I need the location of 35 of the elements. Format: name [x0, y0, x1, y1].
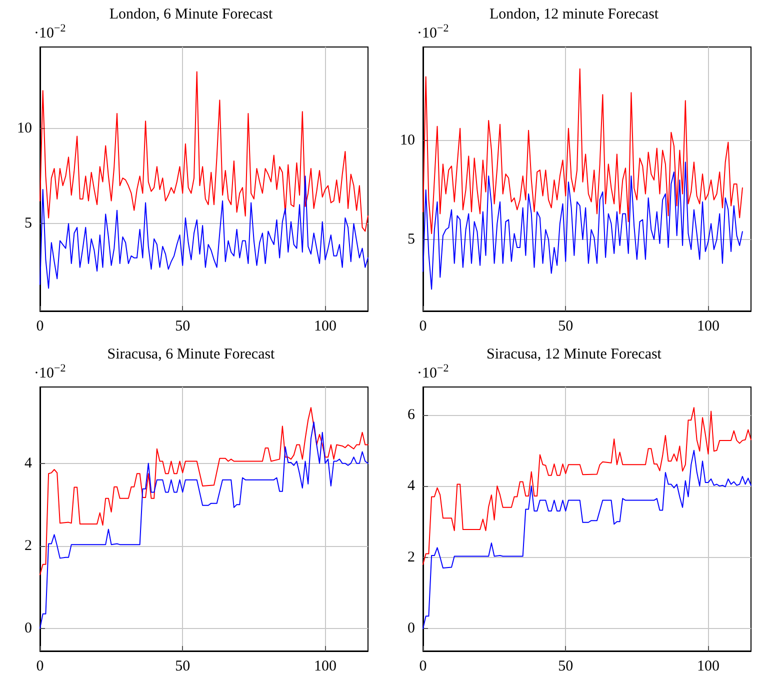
line-series — [40, 176, 368, 289]
y-tick-label: 4 — [408, 478, 416, 494]
y-tick-label: 2 — [24, 538, 32, 554]
x-tick-label: 100 — [696, 318, 720, 334]
x-tick-label: 50 — [175, 318, 190, 334]
x-tick-label: 0 — [36, 318, 44, 334]
y-tick-label: 0 — [408, 620, 415, 637]
x-tick-label: 100 — [696, 658, 720, 674]
y-tick-label: 5 — [24, 216, 32, 232]
y-tick-label: 5 — [408, 232, 415, 248]
x-tick-label: 50 — [175, 658, 190, 674]
line-series — [40, 422, 368, 629]
y-tick-label: 4 — [24, 455, 32, 472]
line-series — [422, 162, 743, 290]
x-tick-label: 50 — [558, 318, 574, 334]
x-tick-label: 100 — [314, 318, 336, 334]
line-series — [422, 450, 752, 630]
line-series — [422, 68, 743, 234]
line-series — [422, 407, 752, 565]
x-tick-label: 100 — [314, 658, 336, 674]
y-tick-label: 6 — [408, 406, 416, 423]
x-tick-label: 50 — [558, 658, 574, 674]
y-tick-label: 2 — [408, 549, 415, 566]
line-series — [40, 71, 368, 232]
chart-title: Siracusa, 12 Minute Forecast — [486, 346, 662, 362]
x-tick-label: 0 — [419, 318, 427, 334]
x-tick-label: 0 — [36, 658, 44, 674]
y-tick-label: 10 — [400, 132, 415, 148]
chart-title: London, 12 minute Forecast — [489, 6, 660, 22]
line-series — [40, 407, 368, 576]
y-tick-label: 10 — [17, 120, 32, 137]
x-tick-label: 0 — [419, 658, 427, 674]
y-tick-label: 0 — [24, 620, 32, 636]
chart-title: Siracusa, 6 Minute Forecast — [107, 346, 276, 362]
chart-title: London, 6 Minute Forecast — [109, 6, 274, 22]
